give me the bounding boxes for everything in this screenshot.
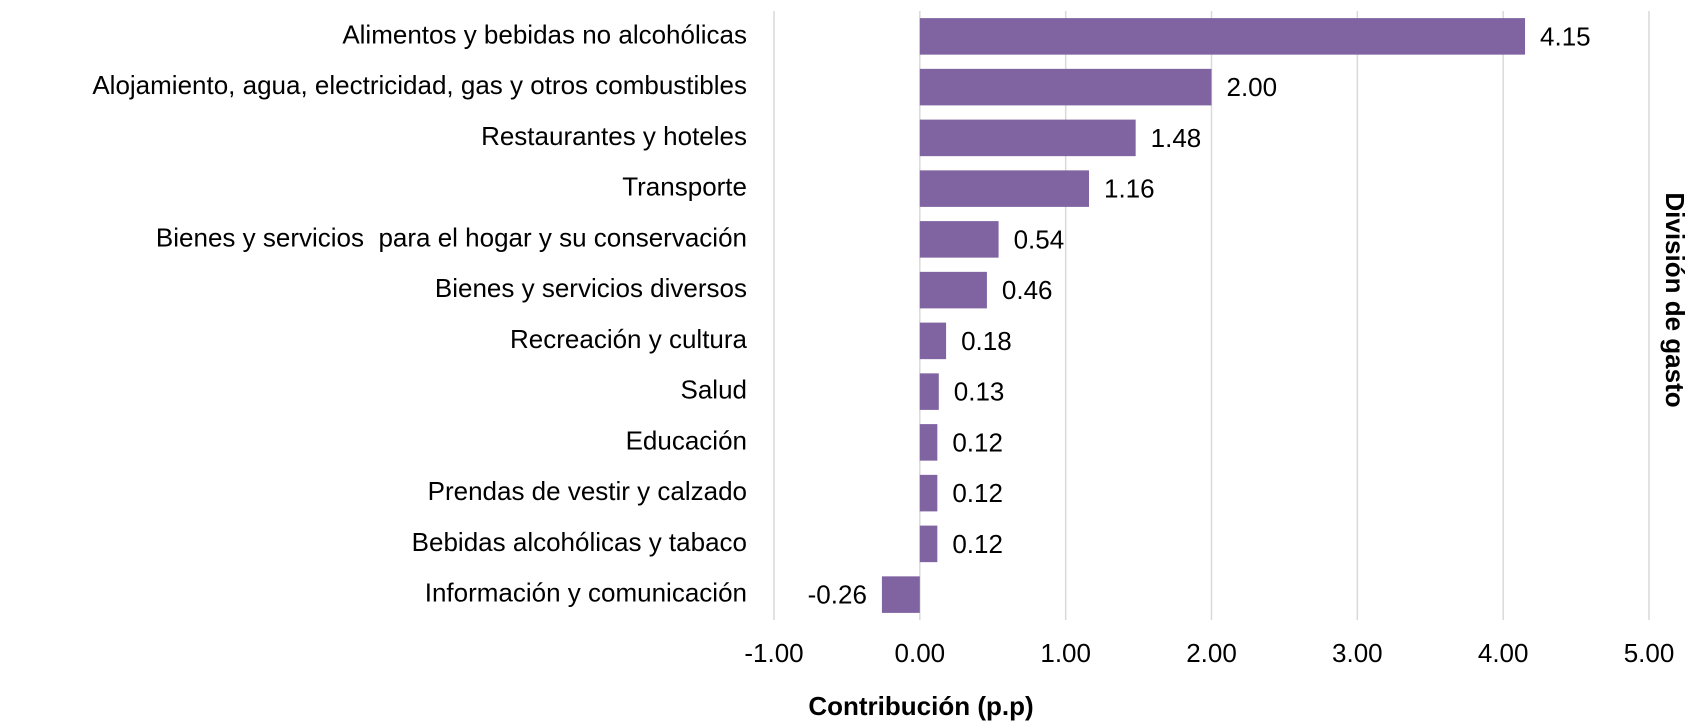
y-axis-title: División de gasto <box>1660 192 1690 407</box>
y-tick-label: Educación <box>626 425 747 455</box>
y-tick-label: Recreación y cultura <box>510 324 748 354</box>
bar <box>881 576 920 613</box>
y-tick-label: Salud <box>681 375 748 405</box>
data-label: 1.48 <box>1151 123 1202 153</box>
bar <box>919 18 1526 55</box>
data-label: 4.15 <box>1540 21 1591 51</box>
bar <box>919 119 1136 157</box>
x-tick-label: 2.00 <box>1186 638 1237 668</box>
bar <box>919 170 1089 207</box>
bar <box>919 373 939 410</box>
data-label: 0.18 <box>961 326 1012 356</box>
bar <box>919 271 987 309</box>
bar <box>919 68 1212 106</box>
bar <box>919 424 938 461</box>
y-tick-label: Prendas de vestir y calzado <box>428 476 747 506</box>
y-tick-label: Información y comunicación <box>425 578 747 608</box>
x-tick-label: 3.00 <box>1332 638 1383 668</box>
bar <box>919 221 999 258</box>
data-label: 2.00 <box>1227 72 1278 102</box>
data-label: 0.12 <box>952 427 1003 457</box>
bar <box>919 525 938 563</box>
y-tick-label: Alojamiento, agua, electricidad, gas y o… <box>92 70 747 100</box>
y-tick-label: Transporte <box>622 172 747 202</box>
data-label: 0.12 <box>952 529 1003 559</box>
x-tick-label: 1.00 <box>1040 638 1091 668</box>
data-label: 0.13 <box>954 377 1005 407</box>
bar <box>919 474 938 512</box>
y-tick-label: Bienes y servicios para el hogar y su co… <box>156 222 747 252</box>
data-label: 0.54 <box>1014 224 1065 254</box>
x-tick-label: 5.00 <box>1624 638 1675 668</box>
x-axis-title: Contribución (p.p) <box>808 691 1033 721</box>
y-tick-label: Bienes y servicios diversos <box>435 273 747 303</box>
x-tick-label: 4.00 <box>1478 638 1529 668</box>
x-tick-label: 0.00 <box>895 638 946 668</box>
data-label: 0.12 <box>952 478 1003 508</box>
x-tick-label: -1.00 <box>744 638 803 668</box>
y-tick-label: Bebidas alcohólicas y tabaco <box>412 527 747 557</box>
bar <box>919 322 947 360</box>
y-tick-label: Alimentos y bebidas no alcohólicas <box>342 19 747 49</box>
y-tick-label: Restaurantes y hoteles <box>481 121 747 151</box>
data-label: 1.16 <box>1104 174 1155 204</box>
data-label: 0.46 <box>1002 275 1053 305</box>
data-label: -0.26 <box>808 580 867 610</box>
